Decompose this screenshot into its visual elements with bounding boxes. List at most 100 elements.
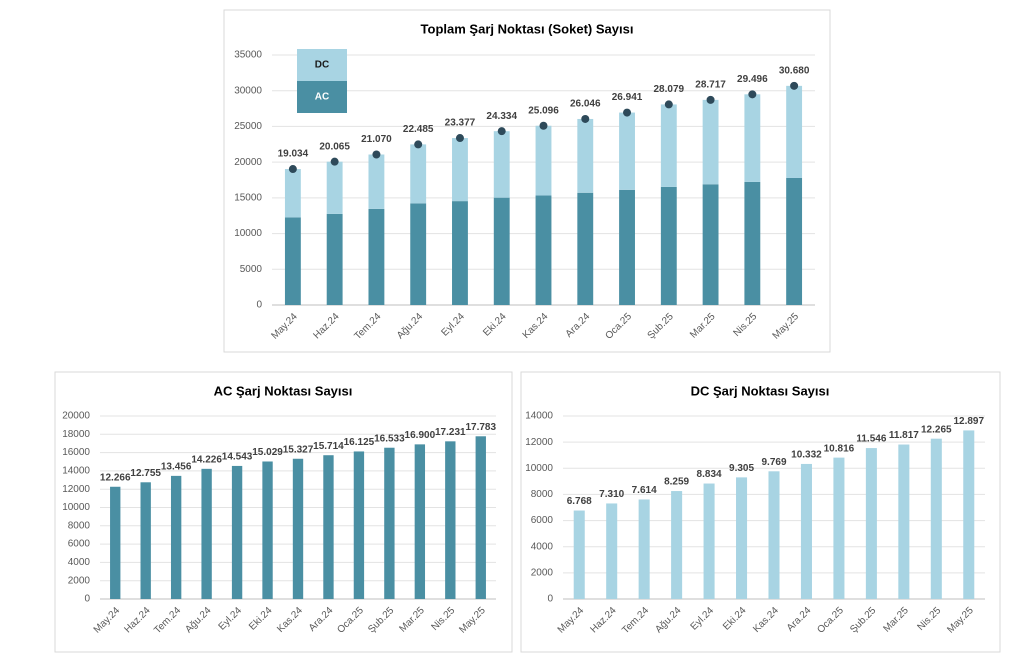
total-label: 29.496: [737, 74, 768, 85]
bar: [110, 486, 121, 599]
total-label: 19.034: [278, 149, 309, 160]
value-label: 12.266: [100, 472, 131, 483]
total-label: 26.941: [612, 92, 643, 103]
value-label: 9.769: [761, 457, 786, 468]
bar-segment: [786, 177, 803, 305]
bar: [414, 444, 426, 599]
panel: [54, 371, 513, 653]
total-label: 23.377: [445, 118, 476, 129]
value-label: 16.125: [344, 437, 375, 448]
y-tick-label: 6000: [68, 539, 91, 550]
panel: [520, 371, 1001, 653]
bar-segment: [535, 125, 552, 196]
bar-segment: [619, 189, 635, 305]
total-label: 28.717: [695, 80, 726, 91]
bar: [262, 461, 273, 599]
bar: [231, 465, 243, 599]
y-tick-label: 0: [547, 594, 553, 605]
total-dot: [455, 134, 464, 143]
bar-segment: [326, 161, 343, 214]
bar: [898, 444, 910, 599]
total-label: 30.680: [779, 65, 810, 76]
bar-segment: [452, 201, 468, 305]
value-label: 12.897: [953, 416, 984, 427]
y-tick-label: 35000: [234, 50, 262, 61]
bar-segment: [368, 154, 385, 209]
y-tick-label: 20000: [234, 157, 262, 168]
y-tick-label: 6000: [531, 515, 554, 526]
bar: [736, 477, 748, 599]
bar: [768, 471, 780, 599]
y-tick-label: 8000: [531, 489, 554, 500]
total-dot: [372, 150, 381, 159]
total-label: 25.096: [528, 105, 559, 116]
total-dot: [706, 95, 715, 104]
total-dot: [414, 140, 423, 149]
bar: [573, 510, 585, 599]
y-tick-label: 20000: [62, 411, 90, 422]
y-tick-label: 5000: [240, 264, 263, 275]
value-label: 15.029: [252, 447, 283, 458]
y-tick-label: 12000: [62, 484, 90, 495]
y-tick-label: 30000: [234, 85, 262, 96]
total-dot: [330, 157, 339, 166]
y-tick-label: 2000: [68, 575, 91, 586]
total-dot: [664, 100, 673, 109]
y-tick-label: 18000: [62, 429, 90, 440]
value-label: 8.834: [697, 469, 722, 480]
bar-segment: [410, 144, 427, 204]
bar: [323, 455, 334, 599]
bar-segment: [786, 85, 803, 178]
value-label: 9.305: [729, 463, 754, 474]
y-tick-label: 0: [256, 300, 262, 311]
bar-segment: [744, 94, 761, 182]
total-label: 20.065: [319, 141, 350, 152]
y-tick-label: 4000: [68, 557, 91, 568]
chart-title: Toplam Şarj Noktası (Soket) Sayısı: [421, 21, 634, 36]
legend-swatch: [297, 49, 347, 81]
value-label: 10.816: [824, 443, 855, 454]
bar: [606, 503, 618, 599]
total-label: 28.079: [654, 84, 685, 95]
bar-segment: [284, 217, 301, 305]
value-label: 7.614: [632, 485, 657, 496]
chart-title: AC Şarj Noktası Sayısı: [214, 383, 353, 398]
bar-segment: [577, 192, 594, 305]
y-tick-label: 14000: [525, 411, 553, 422]
total-label: 26.046: [570, 99, 601, 110]
bar-segment: [535, 195, 552, 305]
total-label: 21.070: [361, 134, 392, 145]
value-label: 15.714: [313, 441, 344, 452]
y-tick-label: 25000: [234, 121, 262, 132]
value-label: 12.755: [130, 468, 161, 479]
bar-segment: [702, 184, 719, 305]
bar: [703, 483, 715, 599]
y-tick-label: 8000: [68, 520, 91, 531]
bar: [140, 482, 151, 599]
value-label: 11.546: [856, 434, 886, 445]
bar-segment: [577, 118, 594, 193]
bar-segment: [452, 138, 468, 202]
total-dot: [790, 81, 799, 90]
value-label: 11.817: [889, 430, 919, 441]
value-label: 8.259: [664, 477, 689, 488]
total-label: 22.485: [403, 124, 434, 135]
bar-segment: [326, 213, 343, 305]
bar-segment: [660, 104, 677, 187]
y-tick-label: 0: [84, 594, 90, 605]
value-label: 15.327: [283, 444, 314, 455]
total-label: 24.334: [486, 111, 517, 122]
bar: [638, 499, 650, 599]
bar-segment: [410, 203, 427, 305]
value-label: 10.332: [791, 450, 822, 461]
bar: [475, 436, 486, 599]
value-label: 16.900: [405, 430, 436, 441]
total-dot: [539, 121, 548, 130]
bar-segment: [702, 99, 719, 185]
value-label: 14.226: [191, 454, 222, 465]
bar-segment: [493, 197, 510, 305]
bar: [201, 468, 212, 599]
total-dot: [497, 127, 506, 136]
y-tick-label: 4000: [531, 541, 554, 552]
